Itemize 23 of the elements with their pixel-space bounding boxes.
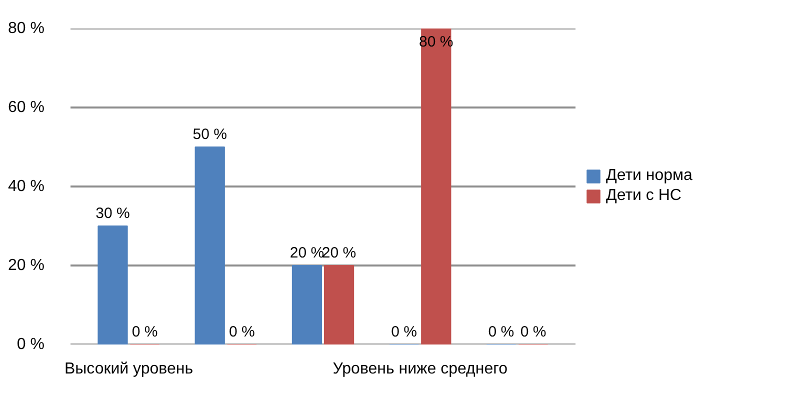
data-label: 20 % — [322, 244, 356, 262]
bar — [194, 146, 225, 344]
data-label: 30 % — [96, 205, 130, 222]
y-tick-label: 60 % — [8, 99, 44, 116]
x-tick-label: Высокий уровень — [64, 360, 194, 378]
y-tick-label: 20 % — [8, 257, 44, 274]
data-label: 0 % — [488, 324, 514, 340]
legend-label: Дети норма — [606, 167, 692, 185]
bar — [324, 265, 354, 344]
bar — [421, 28, 452, 344]
data-label: 20 % — [290, 244, 324, 262]
data-label: 0 % — [132, 324, 158, 340]
legend-label: Дети с НС — [606, 187, 682, 205]
bar — [292, 265, 322, 344]
data-label: 50 % — [192, 126, 227, 143]
y-tick-label: 40 % — [8, 178, 44, 195]
y-tick-label: 0 % — [16, 336, 45, 353]
data-label: 0 % — [520, 324, 546, 340]
data-label: 0 % — [228, 324, 255, 340]
data-label: 0 % — [391, 324, 418, 340]
x-tick-label: Уровень ниже среднего — [332, 360, 508, 378]
bar — [98, 226, 128, 344]
y-tick-label: 80 % — [8, 20, 44, 37]
